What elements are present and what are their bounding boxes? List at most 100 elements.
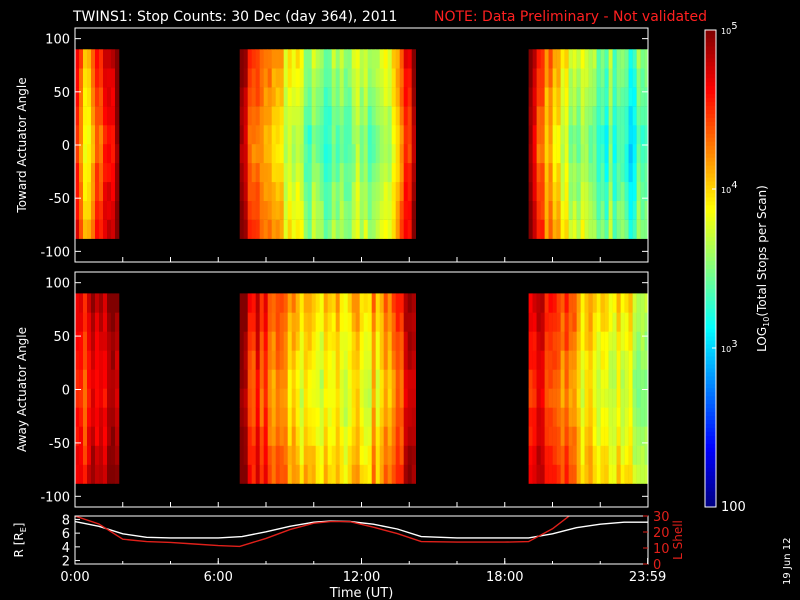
heatmap-cell (311, 162, 316, 183)
colorbar-swatch (705, 121, 716, 126)
heatmap-cell (279, 87, 284, 107)
heatmap-cell (604, 445, 609, 465)
heatmap-cell (335, 388, 340, 408)
heatmap-cell (323, 200, 328, 220)
heatmap-cell (251, 125, 256, 145)
colorbar-swatch (705, 471, 716, 476)
heatmap-cell (540, 162, 545, 183)
heatmap-cell (532, 369, 537, 389)
heatmap-cell (243, 464, 248, 484)
heatmap-cell (279, 312, 284, 332)
heatmap-cell (247, 87, 252, 107)
heatmap-cell (95, 219, 100, 239)
heatmap-cell (560, 125, 565, 145)
heatmap-cell (259, 162, 264, 183)
heatmap-cell (532, 181, 537, 201)
heatmap-cell (580, 106, 585, 126)
colorbar-swatch (705, 101, 716, 107)
heatmap-cell (103, 350, 108, 370)
heatmap-cell (572, 181, 577, 201)
heatmap-cell (311, 426, 316, 446)
heatmap-cell (528, 106, 533, 126)
heatmap-cell (355, 106, 360, 126)
heatmap-cell (407, 87, 412, 107)
colorbar-swatch (705, 324, 716, 329)
heatmap-cell (315, 388, 320, 408)
heatmap-cell (311, 388, 316, 408)
heatmap-cell (636, 68, 641, 88)
heatmap-cell (608, 445, 613, 465)
heatmap-cell (580, 331, 585, 351)
colorbar-swatch (705, 451, 716, 456)
heatmap-cell (403, 87, 408, 107)
heatmap-cell (263, 312, 268, 332)
colorbar-swatch (705, 248, 716, 254)
heatmap-cell (367, 388, 372, 408)
heatmap-cell (331, 464, 336, 484)
heatmap-cell (87, 426, 92, 446)
heatmap-cell (267, 68, 272, 88)
heatmap-cell (367, 426, 372, 446)
heatmap-cell (568, 49, 573, 69)
heatmap-cell (359, 445, 364, 465)
heatmap-cell (548, 143, 553, 164)
colorbar-swatch (705, 491, 716, 496)
heatmap-cell (323, 426, 328, 446)
heatmap-cell (259, 369, 264, 389)
heatmap-cell (251, 388, 256, 408)
heatmap-cell (103, 200, 108, 220)
heatmap-cell (91, 350, 96, 370)
heatmap-cell (608, 181, 613, 201)
heatmap-cell (79, 87, 84, 107)
heatmap-cell (612, 407, 617, 427)
heatmap-cell (243, 219, 248, 239)
y-tick-label: 100 (45, 277, 70, 292)
heatmap-cell (287, 388, 292, 408)
heatmap-cell (347, 200, 352, 220)
heatmap-cell (259, 331, 264, 351)
heatmap-cell (584, 162, 589, 183)
heatmap-cell (367, 312, 372, 332)
heatmap-cell (311, 143, 316, 164)
heatmap-cell (395, 426, 400, 446)
colorbar-swatch (705, 320, 716, 325)
heatmap-cell (103, 331, 108, 351)
right-y-tick-label: 10 (653, 542, 670, 557)
heatmap-cell (383, 125, 388, 145)
colorbar-swatch (705, 236, 716, 242)
heatmap-cell (99, 181, 104, 201)
heatmap-cell (327, 369, 332, 389)
x-tick-label: 0:00 (60, 570, 89, 585)
heatmap-cell (347, 407, 352, 427)
heatmap-cell (355, 369, 360, 389)
heatmap-cell (612, 293, 617, 313)
heatmap-cell (343, 426, 348, 446)
colorbar-swatch (705, 411, 716, 417)
heatmap-cell (568, 407, 573, 427)
colorbar-swatch (705, 49, 716, 55)
heatmap-cell (111, 162, 116, 183)
heatmap-cell (103, 106, 108, 126)
heatmap-cell (327, 106, 332, 126)
heatmap-cell (391, 87, 396, 107)
heatmap-cell (319, 200, 324, 220)
heatmap-cell (291, 407, 296, 427)
heatmap-cell (79, 125, 84, 145)
heatmap-cell (604, 106, 609, 126)
heatmap-cell (267, 87, 272, 107)
colorbar-swatch (705, 344, 716, 349)
heatmap-cell (584, 388, 589, 408)
heatmap-cell (331, 219, 336, 239)
heatmap-cell (636, 369, 641, 389)
heatmap-cell (299, 426, 304, 446)
heatmap-cell (239, 369, 244, 389)
heatmap-cell (532, 350, 537, 370)
heatmap-cell (323, 464, 328, 484)
heatmap-cell (572, 162, 577, 183)
heatmap-cell (399, 407, 404, 427)
heatmap-cell (379, 350, 384, 370)
heatmap-cell (596, 106, 601, 126)
heatmap-cell (311, 350, 316, 370)
